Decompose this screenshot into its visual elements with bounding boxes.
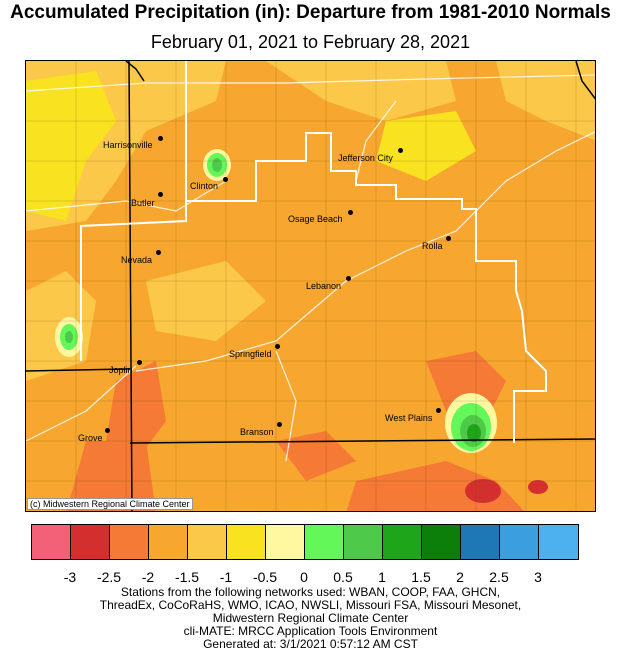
- legend-swatch: [110, 525, 149, 559]
- city-label-harrisonville: Harrisonville: [103, 140, 153, 150]
- city-label-rolla: Rolla: [422, 241, 443, 251]
- legend-tick-label: -0.5: [252, 569, 278, 585]
- legend-swatch: [422, 525, 461, 559]
- legend-swatch: [266, 525, 305, 559]
- footer-line: cli-MATE: MRCC Application Tools Environ…: [183, 624, 438, 638]
- footer-line: Stations from the following networks use…: [120, 585, 501, 599]
- city-dot-butler: [158, 192, 163, 197]
- city-dot-grove: [105, 428, 110, 433]
- legend-tick-label: -1.5: [174, 569, 200, 585]
- legend-tick-label: 2.5: [489, 569, 509, 585]
- legend-tick-label: 2: [456, 569, 464, 585]
- legend-swatch: [149, 525, 188, 559]
- city-label-nevada: Nevada: [121, 255, 153, 265]
- map-title: Accumulated Precipitation (in): Departur…: [10, 2, 611, 23]
- city-label-branson: Branson: [240, 427, 274, 437]
- city-dot-lebanon: [346, 276, 351, 281]
- legend-tick-label: 1.5: [411, 569, 431, 585]
- legend-swatch: [344, 525, 383, 559]
- legend-tick-label: 3: [534, 569, 542, 585]
- footer-notes: Stations from the following networks use…: [0, 586, 621, 651]
- legend-swatch: [500, 525, 539, 559]
- legend-swatch: [383, 525, 422, 559]
- city-label-jefferson-city: Jefferson City: [338, 153, 393, 163]
- city-dot-springfield: [275, 344, 280, 349]
- legend-tick-label: 0: [300, 569, 308, 585]
- legend-swatch: [461, 525, 500, 559]
- legend-tick-label: -1: [219, 569, 233, 585]
- legend-tick-label: 1: [378, 569, 386, 585]
- city-dot-harrisonville: [158, 136, 163, 141]
- precipitation-map: Harrisonville Clinton Butler Jefferson C…: [25, 60, 596, 512]
- city-dot-west-plains: [436, 408, 441, 413]
- city-dot-rolla: [446, 236, 451, 241]
- legend-swatch: [188, 525, 227, 559]
- legend-tick-label: 0.5: [333, 569, 353, 585]
- city-dot-nevada: [156, 250, 161, 255]
- city-dot-jefferson-city: [398, 148, 403, 153]
- legend-swatch: [305, 525, 344, 559]
- city-label-butler: Butler: [131, 198, 155, 208]
- city-label-grove: Grove: [78, 433, 103, 443]
- city-label-lebanon: Lebanon: [306, 281, 342, 291]
- legend-swatch: [227, 525, 266, 559]
- legend-tick-label: -2.5: [96, 569, 122, 585]
- legend-tick-label: -2: [141, 569, 155, 585]
- city-label-osage-beach: Osage Beach: [288, 214, 343, 224]
- legend-swatch: [539, 525, 578, 559]
- city-label-joplin: Joplin: [109, 365, 133, 375]
- copyright-credit: (c) Midwestern Regional Climate Center: [27, 498, 193, 510]
- city-label-west-plains: West Plains: [385, 413, 433, 423]
- legend-swatch: [32, 525, 71, 559]
- city-dot-joplin: [137, 360, 142, 365]
- city-label-clinton: Clinton: [190, 181, 219, 191]
- color-legend: [31, 524, 579, 560]
- city-dot-osage-beach: [348, 210, 353, 215]
- legend-ticks: -3 -2.5 -2 -1.5 -1 -0.5 0 0.5 1 1.5 2 2.5 3: [0, 569, 621, 587]
- footer-line: ThreadEx, CoCoRaHS, WMO, ICAO, NWSLI, Mi…: [99, 598, 522, 612]
- footer-line: Midwestern Regional Climate Center: [212, 611, 409, 625]
- legend-swatch: [71, 525, 110, 559]
- map-subtitle: February 01, 2021 to February 28, 2021: [150, 32, 471, 52]
- legend-tick-label: -3: [63, 569, 77, 585]
- city-label-springfield: Springfield: [229, 349, 272, 359]
- city-dot-clinton: [223, 177, 228, 182]
- map-fill: [26, 61, 595, 511]
- city-dot-branson: [277, 422, 282, 427]
